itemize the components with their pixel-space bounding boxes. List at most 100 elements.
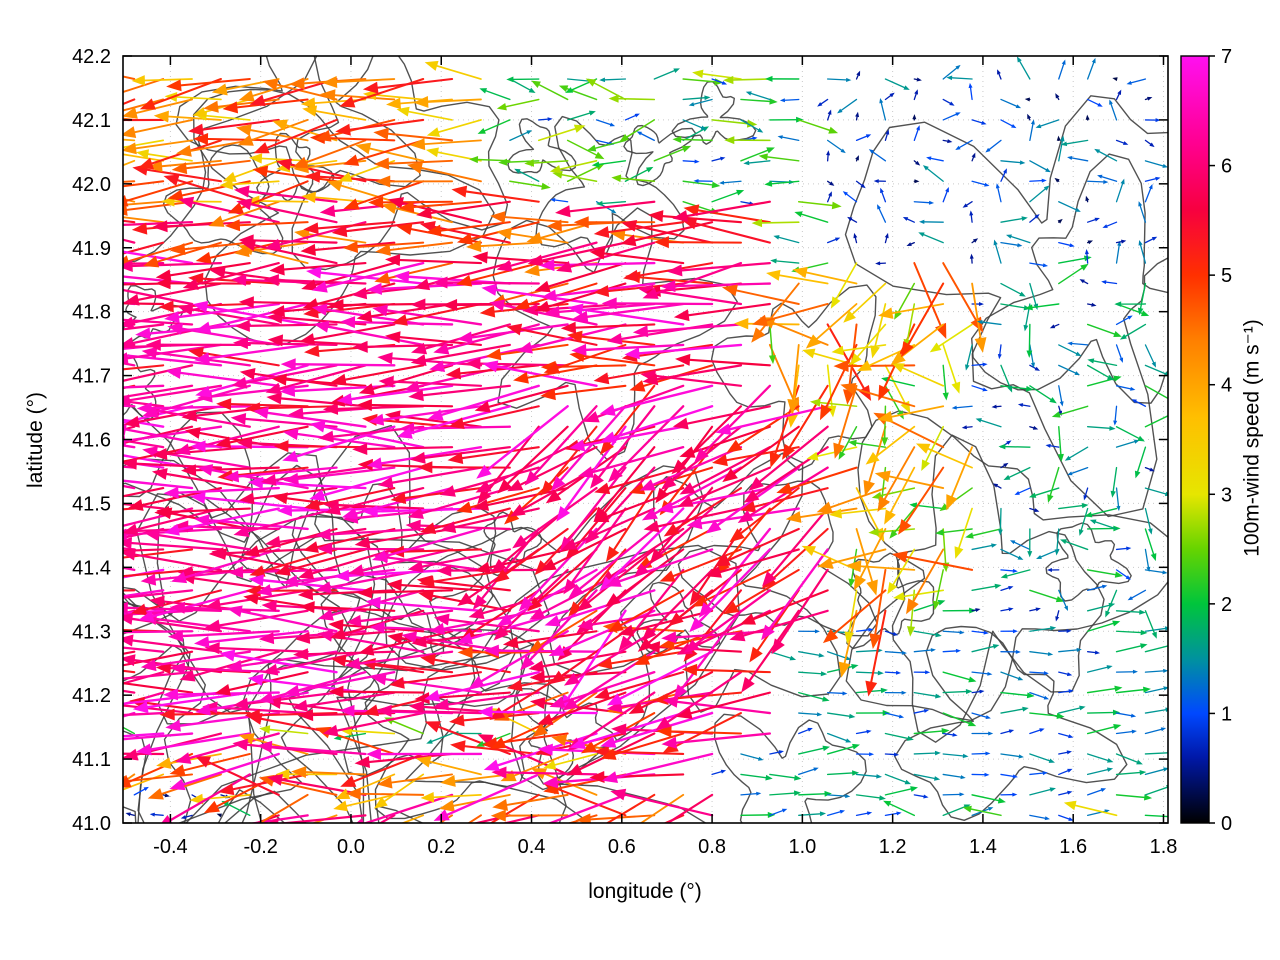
wind-arrow-head [993, 239, 998, 246]
wind-arrow-head [967, 720, 977, 727]
wind-arrow-head [474, 561, 491, 574]
wind-arrow-head [880, 187, 884, 194]
wind-arrow-head [351, 287, 368, 300]
wind-arrow-head [214, 684, 231, 696]
wind-arrow-shaft [979, 321, 1002, 326]
wind-arrow-head [341, 507, 358, 520]
wind-arrow-head [891, 363, 905, 373]
wind-arrow-head [1109, 425, 1116, 431]
wind-arrow-shaft [330, 78, 396, 84]
wind-arrow-head [261, 599, 277, 612]
wind-arrow-head [288, 407, 304, 420]
wind-arrow-shaft [149, 384, 252, 415]
wind-arrow-shaft [340, 794, 396, 809]
wind-arrow-head [56, 107, 72, 119]
wind-arrow-head [955, 64, 961, 70]
wind-arrow-head [473, 499, 490, 511]
wind-arrow-head [135, 149, 150, 160]
wind-arrow-shaft [1122, 323, 1147, 339]
wind-arrow-head [192, 106, 207, 118]
wind-arrow-shaft [1001, 445, 1031, 448]
wind-arrow-head [657, 501, 674, 514]
wind-arrow-shaft [1144, 768, 1167, 776]
wind-arrow-shaft [123, 180, 194, 203]
x-tick-label: 1.0 [788, 836, 816, 858]
wind-arrow-head [997, 797, 1006, 804]
wind-arrow-head [169, 778, 186, 791]
wind-arrow-shaft [646, 568, 714, 637]
wind-arrow-shaft [942, 112, 959, 121]
wind-arrow-shaft [1144, 752, 1168, 755]
wind-arrow-head [1113, 420, 1118, 426]
wind-arrow-shaft [773, 260, 800, 264]
wind-arrow-shaft [1090, 359, 1118, 367]
wind-arrow-head [231, 376, 248, 389]
wind-arrow-head [1172, 814, 1180, 820]
wind-arrow-head [838, 451, 846, 460]
wind-arrow-head [298, 567, 315, 580]
wind-arrow-head [268, 817, 279, 823]
wind-arrow-shaft [1144, 708, 1168, 714]
wind-arrow-head [845, 560, 862, 573]
wind-arrow-shaft [431, 670, 540, 699]
wind-arrow-head [607, 619, 624, 633]
wind-arrow-head [916, 125, 920, 131]
wind-arrow-head [884, 232, 889, 239]
wind-arrow-shaft [612, 548, 714, 585]
wind-arrow-shaft [870, 150, 887, 162]
wind-arrow-shaft [890, 548, 916, 590]
wind-arrow-shaft [909, 589, 916, 632]
wind-arrow-shaft [682, 78, 720, 83]
wind-arrow-head [315, 581, 332, 594]
wind-arrow-shaft [123, 425, 223, 443]
wind-arrow-shaft [145, 589, 252, 619]
wind-arrow-head [820, 671, 828, 677]
wind-arrow-head [700, 125, 707, 130]
wind-arrow-head [881, 437, 889, 447]
wind-arrow-head [451, 185, 468, 198]
wind-arrow-head [457, 592, 473, 607]
wind-arrow-shaft [363, 146, 425, 162]
wind-arrow-shaft [1114, 405, 1118, 424]
wind-arrow-head [25, 542, 41, 554]
wind-arrow-shaft [562, 200, 656, 214]
wind-arrow-shaft [697, 72, 742, 80]
wind-arrow-head [230, 412, 247, 425]
wind-arrow-shaft [523, 527, 598, 607]
wind-arrow-shaft [898, 589, 945, 598]
wind-arrow-head [729, 629, 746, 642]
wind-arrow-head [419, 575, 435, 588]
wind-arrow-head [123, 394, 131, 407]
wind-arrow-head [44, 207, 60, 219]
wind-arrow-shaft [264, 728, 309, 735]
wind-arrow-head [930, 648, 936, 653]
wind-arrow-shaft [884, 378, 916, 387]
wind-arrow-head [1126, 80, 1132, 85]
wind-arrow-head [540, 388, 556, 401]
wind-arrow-shaft [195, 351, 280, 367]
wind-arrow-head [866, 811, 873, 816]
wind-arrow-head [647, 210, 664, 223]
wind-arrow-head [300, 243, 316, 256]
wind-arrow-head [226, 659, 243, 672]
wind-arrow-head [909, 502, 918, 509]
wind-arrow-head [43, 508, 58, 520]
wind-arrow-head [1107, 758, 1114, 763]
wind-arrow-shaft [1058, 690, 1072, 694]
wind-arrow-head [457, 646, 473, 659]
wind-arrow-shaft [1029, 160, 1049, 172]
wind-arrow-head [848, 713, 856, 719]
wind-arrow-shaft [245, 118, 309, 144]
wind-arrow-head [371, 550, 388, 562]
wind-arrow-head [534, 280, 551, 293]
wind-arrow-head [840, 148, 846, 154]
wind-arrow-shaft [133, 787, 147, 796]
wind-arrow-head [457, 331, 473, 344]
wind-arrow-shaft [566, 139, 601, 158]
y-tick-label: 41.4 [72, 557, 111, 579]
wind-arrow-shaft [1029, 728, 1043, 735]
wind-arrow-head [561, 538, 578, 550]
wind-arrow-shaft [740, 753, 762, 760]
wind-arrow-head [294, 631, 311, 644]
wind-arrow-head [764, 180, 773, 187]
